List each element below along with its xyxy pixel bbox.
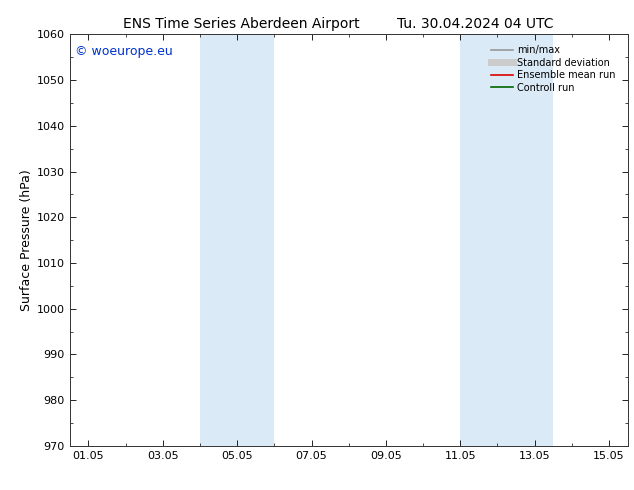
Bar [200, 34, 275, 446]
Bar [460, 34, 553, 446]
Y-axis label: Surface Pressure (hPa): Surface Pressure (hPa) [20, 169, 32, 311]
Legend: min/max, Standard deviation, Ensemble mean run, Controll run: min/max, Standard deviation, Ensemble me… [489, 43, 618, 95]
Text: ENS Time Series Aberdeen Airport: ENS Time Series Aberdeen Airport [122, 17, 359, 31]
Text: Tu. 30.04.2024 04 UTC: Tu. 30.04.2024 04 UTC [398, 17, 553, 31]
Text: © woeurope.eu: © woeurope.eu [75, 45, 173, 58]
